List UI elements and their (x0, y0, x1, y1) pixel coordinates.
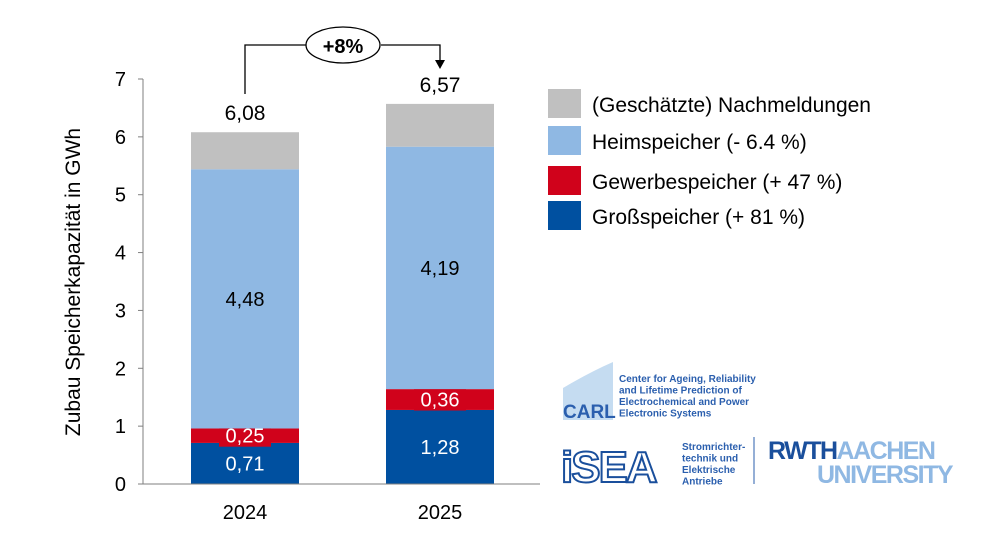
y-tick-label: 7 (115, 69, 126, 91)
legend-swatch (548, 89, 581, 118)
isea-logo: iSEA Stromrichter-technik und Elektrische… (560, 437, 755, 493)
carl-text-line: Center for Ageing, Reliability (619, 374, 756, 385)
legend-label: Großspeicher (+ 81 %) (592, 206, 805, 229)
carl-text-line: and Lifetime Prediction of (619, 386, 742, 397)
y-tick-label: 2 (115, 358, 126, 380)
isea-text-line: technik und (682, 454, 738, 465)
carl-text-line: Electrochemical and Power (619, 397, 749, 408)
data-label: 4,19 (421, 258, 460, 280)
isea-text-line: Stromrichter- (682, 442, 745, 453)
carl-text-line: Electronic Systems (619, 409, 712, 420)
bar-segment (191, 442, 299, 484)
data-label: 0,25 (226, 426, 265, 448)
svg-text:Center for Ageing, Reliability: Center for Ageing, Reliability and Lifeti… (619, 374, 756, 420)
data-label-background (414, 388, 466, 411)
y-tick-label: 3 (115, 300, 126, 322)
total-label: 6,57 (420, 74, 461, 97)
legend-label: Gewerbespeicher (+ 47 %) (592, 171, 842, 194)
legend-swatch (548, 126, 581, 155)
bar-segment (386, 103, 494, 147)
growth-label: +8% (323, 36, 364, 58)
legend-label: Heimspeicher (- 6.4 %) (592, 131, 807, 154)
legend-swatch (548, 201, 581, 230)
rwth-logo: RWTHAACHEN UNIVERSITY (768, 437, 955, 489)
bar-segment (386, 409, 494, 484)
y-tick-label: 1 (115, 416, 126, 438)
bar-segment (191, 132, 299, 170)
legend-label: (Geschätzte) Nachmeldungen (592, 94, 871, 117)
growth-annotation: +8% (244, 26, 445, 94)
bar-segment (386, 146, 494, 390)
y-tick-label: 5 (115, 185, 126, 207)
aachen-text: AACHEN (837, 437, 935, 465)
isea-logo-name: iSEA (561, 443, 657, 492)
rwth-text: RWTH (768, 437, 837, 465)
carl-logo: CARL Center for Ageing, Reliability and L… (563, 362, 756, 423)
total-label: 6,08 (225, 102, 266, 125)
bar-segment (191, 169, 299, 429)
carl-logo-name: CARL (563, 402, 616, 423)
x-tick-label: 2024 (223, 502, 268, 524)
isea-text-line: Elektrische (682, 465, 736, 476)
y-tick-label: 0 (115, 474, 126, 496)
data-label: 4,48 (226, 289, 265, 311)
data-label: 1,28 (421, 437, 460, 459)
legend: (Geschätzte) Nachmeldungen Heimspeicher (… (548, 89, 871, 230)
x-tick-label: 2025 (418, 502, 463, 524)
y-axis-label: Zubau Speicherkapazität in GWh (62, 128, 85, 436)
svg-text:RWTHAACHEN: RWTHAACHEN (768, 437, 935, 465)
y-tick-label: 4 (115, 243, 126, 265)
data-label: 0,36 (421, 390, 460, 412)
data-label-background (219, 424, 271, 447)
isea-text-line: Antriebe (682, 477, 723, 488)
y-tick-label: 6 (115, 127, 126, 149)
university-text: UNIVERSITY (817, 461, 954, 489)
legend-swatch (548, 166, 581, 195)
data-label: 0,71 (226, 453, 265, 475)
